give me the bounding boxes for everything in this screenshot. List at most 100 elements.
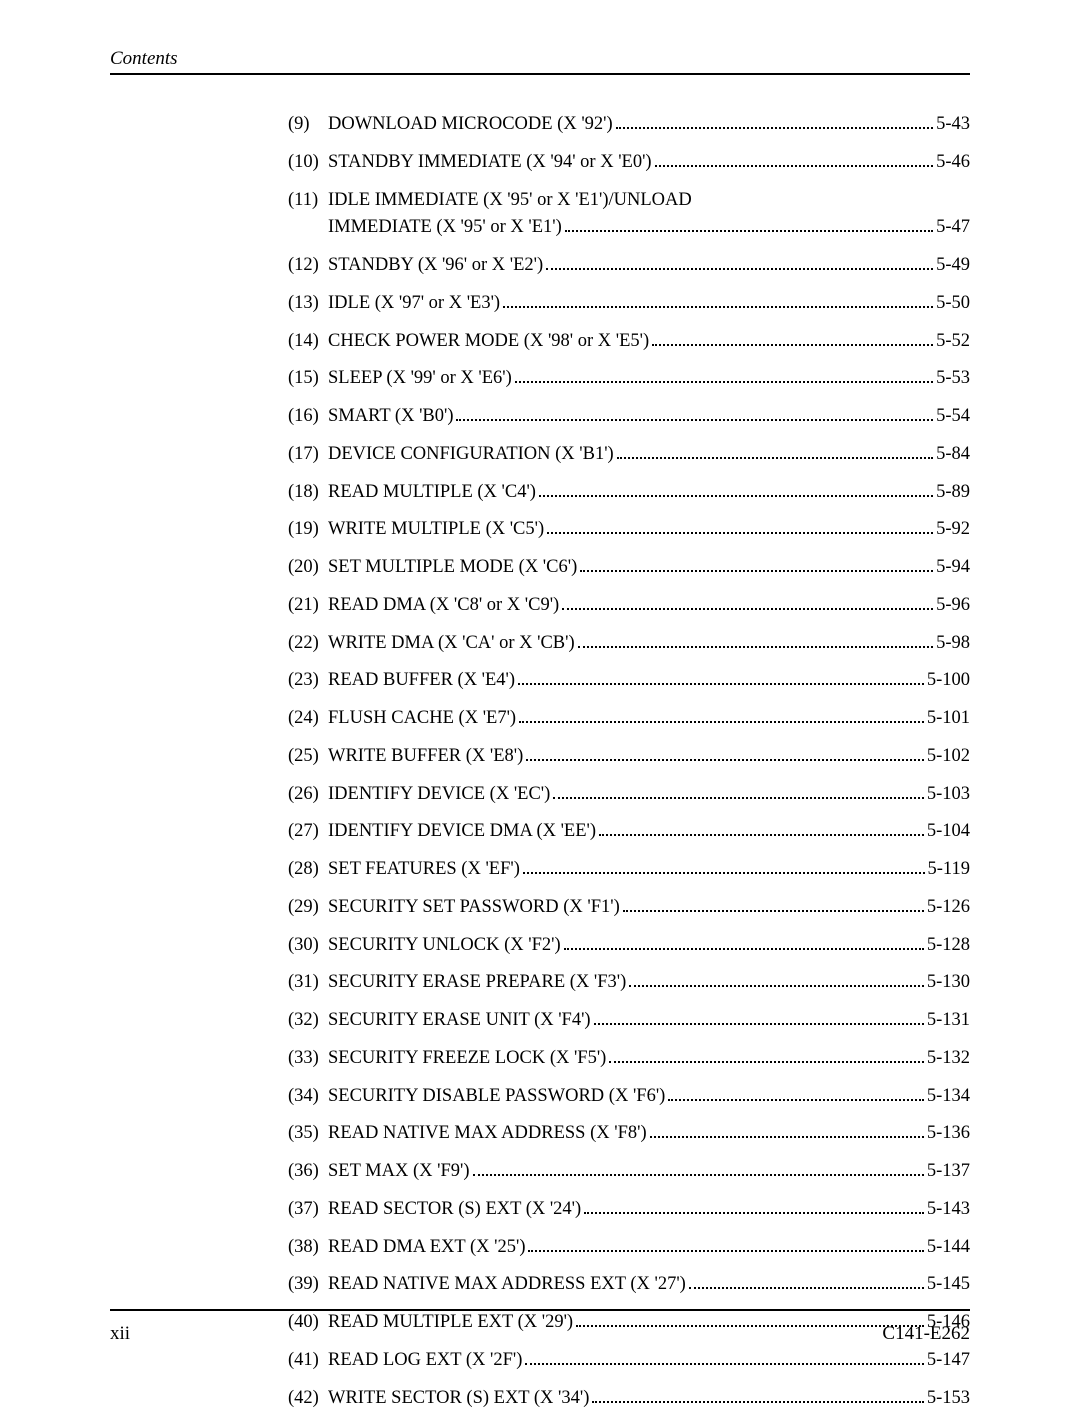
toc-dots xyxy=(528,1250,923,1252)
toc-entry-text-line2: IMMEDIATE (X '95' or X 'E1') xyxy=(328,214,562,242)
toc-dots xyxy=(503,306,933,308)
toc-entry-number: (14) xyxy=(288,328,328,356)
toc-entry-number: (30) xyxy=(288,932,328,960)
toc-entry-number: (13) xyxy=(288,290,328,318)
toc-dots xyxy=(525,1363,923,1365)
toc-entry-page: 5-136 xyxy=(927,1120,970,1148)
toc-entry-number: (33) xyxy=(288,1045,328,1073)
toc-entry-page: 5-145 xyxy=(927,1271,970,1299)
toc-entry-number: (21) xyxy=(288,592,328,620)
toc-entry-page: 5-46 xyxy=(936,149,970,177)
toc-entry-text: READ SECTOR (S) EXT (X '24') xyxy=(328,1196,581,1224)
toc-entry-page: 5-134 xyxy=(927,1083,970,1111)
toc-entry-page: 5-92 xyxy=(936,516,970,544)
toc-entry: (23)READ BUFFER (X 'E4')5-100 xyxy=(288,667,970,695)
toc-entry-page: 5-119 xyxy=(928,856,970,884)
toc-entry: (26)IDENTIFY DEVICE (X 'EC')5-103 xyxy=(288,781,970,809)
toc-dots xyxy=(650,1136,924,1138)
toc-dots xyxy=(526,759,924,761)
toc-entry-text: STANDBY IMMEDIATE (X '94' or X 'E0') xyxy=(328,149,652,177)
toc-entry: (16)SMART (X 'B0')5-54 xyxy=(288,403,970,431)
toc-entry-text: SECURITY SET PASSWORD (X 'F1') xyxy=(328,894,620,922)
toc-entry: (25)WRITE BUFFER (X 'E8')5-102 xyxy=(288,743,970,771)
toc-entry-page: 5-49 xyxy=(936,252,970,280)
toc-dots xyxy=(578,646,933,648)
toc-entry-text: CHECK POWER MODE (X '98' or X 'E5') xyxy=(328,328,649,356)
toc-entry-page: 5-50 xyxy=(936,290,970,318)
toc-entry: (31)SECURITY ERASE PREPARE (X 'F3') 5-130 xyxy=(288,969,970,997)
toc-dots xyxy=(689,1287,924,1289)
toc-dots xyxy=(616,127,933,129)
toc-dots xyxy=(652,344,933,346)
toc-entry-number: (9) xyxy=(288,111,328,139)
toc-entry-text: IDENTIFY DEVICE DMA (X 'EE') xyxy=(328,818,596,846)
toc-entry: (9)DOWNLOAD MICROCODE (X '92')5-43 xyxy=(288,111,970,139)
toc-entry-text: SET MAX (X 'F9') xyxy=(328,1158,470,1186)
toc-entry-text: SECURITY ERASE UNIT (X 'F4') xyxy=(328,1007,591,1035)
toc-entry-number: (34) xyxy=(288,1083,328,1111)
toc-entry-page: 5-98 xyxy=(936,630,970,658)
toc-dots xyxy=(668,1099,924,1101)
toc-dots xyxy=(617,457,933,459)
toc-entry-number: (35) xyxy=(288,1120,328,1148)
toc-entry-text-line1: IDLE IMMEDIATE (X '95' or X 'E1')/UNLOAD xyxy=(328,187,692,215)
toc-entry: (14)CHECK POWER MODE (X '98' or X 'E5')5… xyxy=(288,328,970,356)
toc-dots xyxy=(629,985,924,987)
toc-entry-page: 5-147 xyxy=(927,1347,970,1375)
toc-entry-text: DOWNLOAD MICROCODE (X '92') xyxy=(328,111,613,139)
toc-entry: (20)SET MULTIPLE MODE (X 'C6')5-94 xyxy=(288,554,970,582)
toc-entry: (28)SET FEATURES (X 'EF')5-119 xyxy=(288,856,970,884)
toc-entry-page: 5-84 xyxy=(936,441,970,469)
toc-entry-number: (24) xyxy=(288,705,328,733)
toc-entry-text: FLUSH CACHE (X 'E7') xyxy=(328,705,516,733)
page-footer: xii C141-E262 xyxy=(110,1309,970,1345)
toc-entry-number: (29) xyxy=(288,894,328,922)
toc-dots xyxy=(599,834,924,836)
toc-entry-text: READ MULTIPLE (X 'C4') xyxy=(328,479,536,507)
toc-dots xyxy=(623,910,924,912)
toc-entry-number: (26) xyxy=(288,781,328,809)
toc-entry-text: DEVICE CONFIGURATION (X 'B1') xyxy=(328,441,614,469)
toc-entry-number: (25) xyxy=(288,743,328,771)
toc-entry-number: (12) xyxy=(288,252,328,280)
toc-entry-number: (15) xyxy=(288,365,328,393)
toc-entry-text: SET MULTIPLE MODE (X 'C6') xyxy=(328,554,577,582)
toc-dots xyxy=(609,1061,923,1063)
toc-dots xyxy=(518,683,924,685)
toc-entry-page: 5-130 xyxy=(927,969,970,997)
toc-entry-text: SECURITY ERASE PREPARE (X 'F3') xyxy=(328,969,626,997)
toc-entry-number: (41) xyxy=(288,1347,328,1375)
toc-entry-number: (27) xyxy=(288,818,328,846)
toc-entry-text: IDENTIFY DEVICE (X 'EC') xyxy=(328,781,550,809)
toc-entry-number: (19) xyxy=(288,516,328,544)
toc-entry-page: 5-96 xyxy=(936,592,970,620)
toc-entry-page: 5-126 xyxy=(927,894,970,922)
toc-entry: (35)READ NATIVE MAX ADDRESS (X 'F8')5-13… xyxy=(288,1120,970,1148)
toc-dots xyxy=(584,1212,924,1214)
toc-entry: (22)WRITE DMA (X 'CA' or X 'CB')5-98 xyxy=(288,630,970,658)
toc-entry-page: 5-128 xyxy=(927,932,970,960)
toc-entry: (17)DEVICE CONFIGURATION (X 'B1') 5-84 xyxy=(288,441,970,469)
toc-entry-number: (23) xyxy=(288,667,328,695)
toc-entry-number: (10) xyxy=(288,149,328,177)
toc-dots xyxy=(553,797,924,799)
toc-entry-text: SECURITY FREEZE LOCK (X 'F5') xyxy=(328,1045,606,1073)
toc-entry-page: 5-153 xyxy=(927,1385,970,1412)
toc-entry: (34)SECURITY DISABLE PASSWORD (X 'F6')5-… xyxy=(288,1083,970,1111)
toc-entry-text: STANDBY (X '96' or X 'E2') xyxy=(328,252,543,280)
toc-entry: (27)IDENTIFY DEVICE DMA (X 'EE') 5-104 xyxy=(288,818,970,846)
toc-dots xyxy=(580,570,933,572)
toc-entry-page: 5-54 xyxy=(936,403,970,431)
toc-entry-number: (31) xyxy=(288,969,328,997)
toc-entry-page: 5-143 xyxy=(927,1196,970,1224)
toc-entry: (32)SECURITY ERASE UNIT (X 'F4') 5-131 xyxy=(288,1007,970,1035)
header-title: Contents xyxy=(110,48,178,69)
toc-entry: (10)STANDBY IMMEDIATE (X '94' or X 'E0')… xyxy=(288,149,970,177)
toc-entry-number: (22) xyxy=(288,630,328,658)
page-header: Contents xyxy=(110,48,970,75)
toc-entry-number: (17) xyxy=(288,441,328,469)
toc-entry-page: 5-131 xyxy=(927,1007,970,1035)
toc-entry: (11)IDLE IMMEDIATE (X '95' or X 'E1')/UN… xyxy=(288,187,970,243)
toc-entry-number: (32) xyxy=(288,1007,328,1035)
toc-entry-page: 5-104 xyxy=(927,818,970,846)
